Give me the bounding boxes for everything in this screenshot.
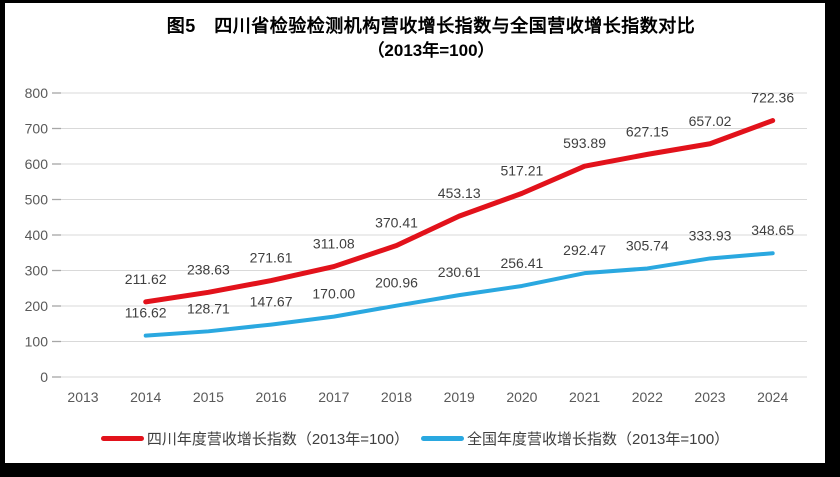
data-label: 305.74 <box>626 237 669 253</box>
chart-legend: 四川年度营收增长指数（2013年=100） 全国年度营收增长指数（2013年=1… <box>5 428 825 449</box>
legend-item-sichuan: 四川年度营收增长指数（2013年=100） <box>100 428 409 449</box>
data-label: 453.13 <box>438 185 481 201</box>
x-tick-label: 2022 <box>632 389 663 405</box>
y-tick-label: 700 <box>25 121 49 137</box>
national-series-line <box>143 251 775 338</box>
data-label: 627.15 <box>626 123 669 139</box>
x-tick-label: 2016 <box>256 389 287 405</box>
x-tick-label: 2019 <box>444 389 475 405</box>
sichuan-series-line <box>143 118 776 305</box>
y-tick-label: 300 <box>25 263 49 279</box>
x-tick-label: 2013 <box>67 389 98 405</box>
chart-title-line1: 图5 四川省检验检测机构营收增长指数与全国营收增长指数对比 <box>166 16 696 36</box>
x-tick-label: 2024 <box>757 389 788 405</box>
data-label: 370.41 <box>375 215 418 231</box>
data-label: 170.00 <box>312 286 355 302</box>
x-tick-label: 2015 <box>193 389 224 405</box>
y-tick-label: 400 <box>25 227 49 243</box>
legend-item-national: 全国年度营收增长指数（2013年=100） <box>421 428 729 449</box>
data-label: 200.96 <box>375 275 418 291</box>
y-tick-label: 0 <box>40 369 48 385</box>
data-label: 311.08 <box>313 236 355 252</box>
legend-label-sichuan: 四川年度营收增长指数（2013年=100） <box>146 431 409 448</box>
y-tick-label: 500 <box>25 192 49 208</box>
chart-card <box>5 3 825 463</box>
y-tick-label: 600 <box>25 156 49 172</box>
data-label: 271.61 <box>250 250 293 266</box>
data-label: 333.93 <box>689 227 732 243</box>
data-label: 238.63 <box>187 261 230 277</box>
x-tick-label: 2018 <box>381 389 412 405</box>
data-label: 593.89 <box>563 135 606 151</box>
y-tick-label: 100 <box>25 334 49 350</box>
x-tick-label: 2021 <box>569 389 600 405</box>
data-label: 128.71 <box>187 300 230 316</box>
data-label: 256.41 <box>500 255 543 271</box>
y-tick-label: 800 <box>25 85 49 101</box>
y-tick-label: 200 <box>25 298 49 314</box>
data-label: 657.02 <box>689 113 732 129</box>
data-label: 348.65 <box>751 222 794 238</box>
sichuan-line-swatch <box>100 436 144 441</box>
national-line-swatch <box>421 436 464 441</box>
data-label: 147.67 <box>250 294 293 310</box>
data-label: 517.21 <box>500 162 543 178</box>
x-tick-label: 2020 <box>506 389 537 405</box>
data-label: 230.61 <box>438 264 481 280</box>
data-label: 722.36 <box>751 90 794 106</box>
x-tick-label: 2017 <box>318 389 349 405</box>
chart-title: 图5 四川省检验检测机构营收增长指数与全国营收增长指数对比 （2013年=100… <box>55 14 807 63</box>
legend-label-national: 全国年度营收增长指数（2013年=100） <box>467 431 730 448</box>
x-tick-label: 2014 <box>130 389 161 405</box>
chart-title-line2: （2013年=100） <box>367 41 495 60</box>
x-tick-label: 2023 <box>694 389 725 405</box>
data-label: 292.47 <box>563 242 606 258</box>
data-label: 116.62 <box>125 305 167 321</box>
data-label: 211.62 <box>125 271 167 287</box>
